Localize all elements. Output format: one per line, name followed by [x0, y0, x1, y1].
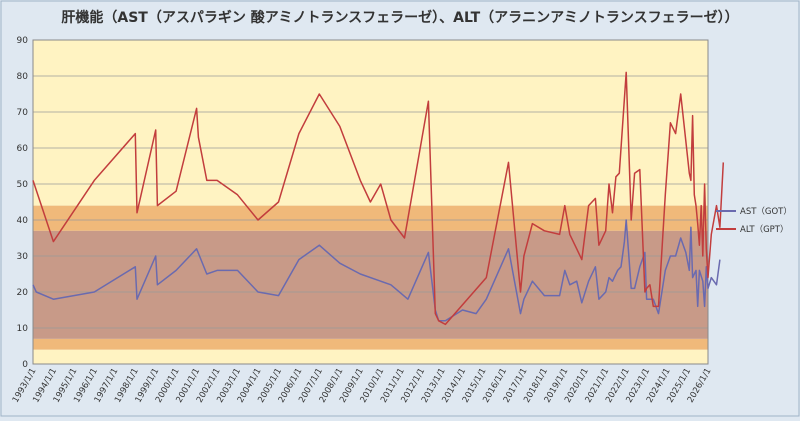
value-band: [33, 338, 708, 350]
legend-label: AST（GOT）: [740, 206, 792, 217]
legend: AST（GOT） ALT（GPT）: [716, 206, 792, 235]
value-band: [33, 230, 708, 339]
y-axis-tick-labels: 0 10 20 30 40 50 60 70 80 90: [17, 36, 29, 370]
y-tick-label: 20: [17, 288, 29, 298]
y-tick-label: 40: [17, 216, 29, 226]
series-line: [32, 219, 721, 322]
y-tick-label: 60: [17, 144, 29, 154]
legend-label: ALT（GPT）: [740, 224, 788, 235]
series-line: [32, 71, 725, 326]
y-tick-label: 80: [17, 72, 29, 82]
value-band: [33, 40, 708, 206]
y-tick-label: 0: [22, 360, 28, 370]
plot-area: [32, 39, 709, 365]
y-tick-label: 30: [17, 252, 29, 262]
series-lines: [32, 71, 725, 326]
value-band: [33, 205, 708, 231]
y-tick-label: 10: [17, 324, 29, 334]
chart-title: 肝機能（AST（アスパラギン 酸アミノトランスフェラーゼ）、ALT（アラニンアミ…: [61, 9, 738, 26]
y-tick-label: 50: [17, 180, 29, 190]
y-tick-label: 90: [17, 36, 29, 46]
value-band: [33, 349, 708, 364]
y-tick-label: 70: [17, 108, 29, 118]
